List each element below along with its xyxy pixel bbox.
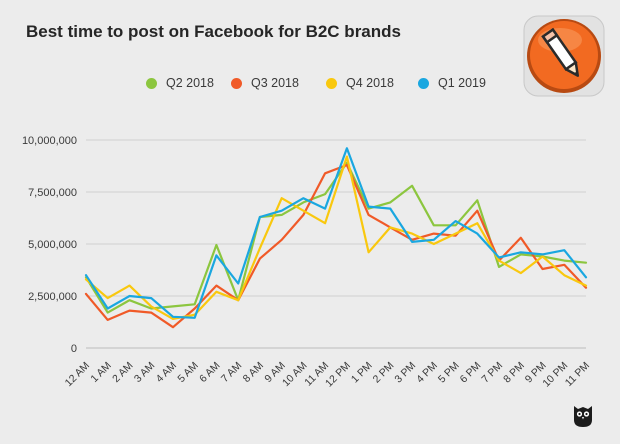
y-tick-label: 7,500,000 [28, 187, 77, 199]
x-tick-label: 8 PM [501, 360, 527, 386]
x-tick-label: 12 AM [63, 360, 93, 390]
legend-item-q4-2018[interactable]: Q4 2018 [326, 76, 394, 90]
y-tick-label: 2,500,000 [28, 291, 77, 303]
legend-label: Q1 2019 [438, 76, 486, 90]
legend-label: Q2 2018 [166, 76, 214, 90]
legend-swatch [326, 77, 337, 89]
x-tick-label: 3 PM [392, 360, 418, 386]
x-tick-label: 5 PM [436, 360, 462, 386]
series-line-q2-2018 [84, 161, 588, 314]
x-tick-label: 2 PM [371, 360, 397, 386]
y-tick-label: 5,000,000 [28, 239, 77, 251]
x-tick-label: 10 AM [280, 360, 310, 390]
legend-item-q2-2018[interactable]: Q2 2018 [146, 76, 214, 90]
x-tick-label: 6 PM [458, 360, 484, 386]
x-tick-label: 1 AM [88, 360, 113, 385]
owl-logo-icon [574, 406, 592, 427]
pencil-badge-icon [523, 15, 605, 97]
x-tick-label: 11 PM [563, 360, 592, 389]
x-tick-label: 2 AM [110, 360, 135, 385]
y-tick-label: 0 [71, 343, 77, 355]
y-tick-label: 10,000,000 [22, 135, 77, 147]
x-tick-label: 7 PM [479, 360, 505, 386]
legend-item-q3-2018[interactable]: Q3 2018 [231, 76, 299, 90]
x-tick-label: 3 AM [132, 360, 157, 385]
series-line-q1-2019 [84, 147, 588, 319]
x-tick-label: 4 PM [414, 360, 440, 386]
chart-legend: Q2 2018 Q3 2018 Q4 2018 Q1 2019 [0, 76, 620, 96]
x-tick-label: 12 PM [323, 360, 353, 390]
legend-label: Q3 2018 [251, 76, 299, 90]
series-line-q4-2018 [84, 155, 588, 320]
legend-swatch [231, 77, 242, 89]
x-tick-label: 5 AM [175, 360, 200, 385]
legend-label: Q4 2018 [346, 76, 394, 90]
x-tick-label: 7 AM [219, 360, 244, 385]
x-tick-label: 8 AM [241, 360, 266, 385]
legend-item-q1-2019[interactable]: Q1 2019 [418, 76, 486, 90]
x-tick-label: 6 AM [197, 360, 222, 385]
chart-title: Best time to post on Facebook for B2C br… [26, 22, 401, 41]
x-tick-label: 1 PM [349, 360, 375, 386]
legend-swatch [146, 77, 157, 89]
legend-swatch [418, 77, 429, 89]
x-tick-label: 4 AM [154, 360, 179, 385]
